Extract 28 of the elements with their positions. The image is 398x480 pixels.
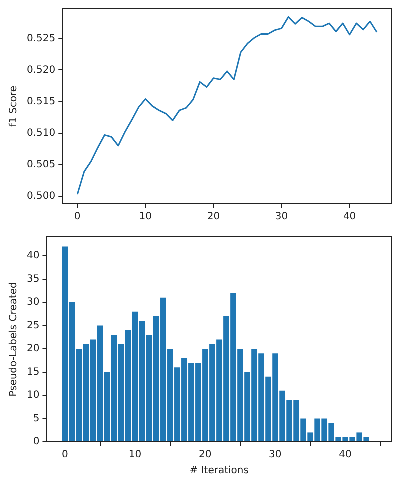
x-tick-label: 20 [207,212,220,223]
y-tick-label: 10 [26,390,40,402]
y-tick-label: 5 [33,413,40,424]
y-tick-label: 0.525 [26,33,56,44]
y-tick-label: 0 [33,436,40,448]
y-tick-label: 40 [26,250,40,262]
x-tick-label: 40 [343,212,356,223]
y-tick-label: 35 [26,274,40,285]
x-tick-label: 40 [339,450,352,461]
x-tick-label: 0 [74,212,81,223]
y-tick-label: 25 [26,320,40,332]
x-tick-label: 0 [62,450,68,461]
x-tick-label: 30 [275,212,288,223]
y-tick-label: 0.500 [26,191,56,202]
y-axis-title: Pseudo-Labels Created [8,282,20,397]
y-axis-title: f1 Score [8,86,20,128]
y-tick-label: 20 [26,344,40,355]
y-tick-label: 0.510 [26,128,56,139]
y-tick-label: 0.505 [26,159,56,170]
x-tick-label: 20 [198,450,212,461]
x-axis-title: # Iterations [190,466,249,477]
y-tick-label: 30 [26,297,40,308]
y-tick-label: 15 [26,366,40,378]
y-tick-label: 0.520 [26,64,56,76]
x-tick-label: 10 [139,212,152,223]
x-tick-label: 10 [128,450,142,461]
y-tick-label: 0.515 [26,96,56,108]
x-tick-label: 30 [269,450,282,461]
